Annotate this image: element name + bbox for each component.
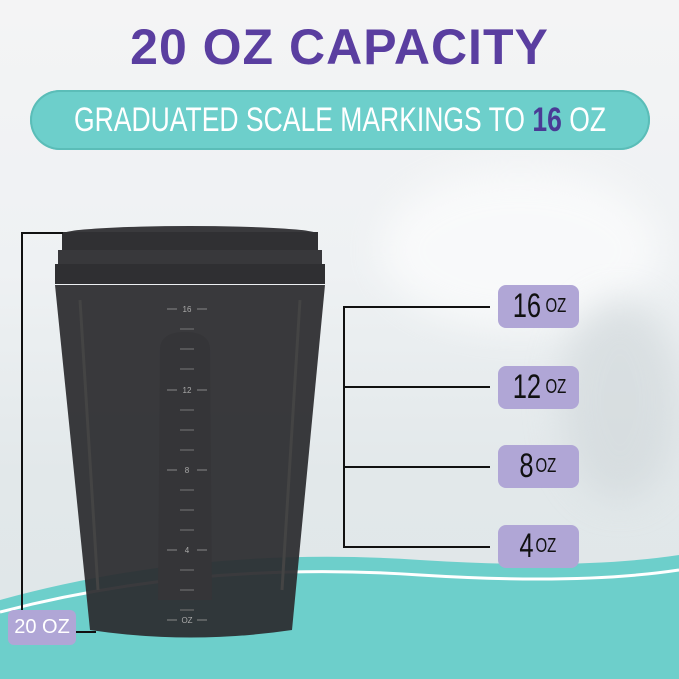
scale-label-16oz: 16 OZ (498, 285, 579, 328)
scale-unit: OZ (535, 535, 557, 557)
background-blur (560, 300, 679, 500)
cup-mark-label: 16 (183, 305, 192, 314)
cup-mark-label: 4 (185, 546, 190, 555)
cup-mark-label: OZ (181, 616, 192, 625)
subheadline-banner: GRADUATED SCALE MARKINGS TO 16 OZ (30, 90, 650, 150)
scale-value: 16 (512, 287, 541, 325)
scale-unit: OZ (544, 295, 566, 317)
capacity-label: 20 OZ (8, 610, 76, 645)
subheadline-text: GRADUATED SCALE MARKINGS TO (73, 100, 533, 139)
scale-value: 4 (519, 527, 534, 565)
subheadline-highlight: 16 (532, 100, 562, 139)
scale-unit: OZ (544, 376, 566, 398)
cup-mark-label: 8 (185, 466, 190, 475)
scale-value: 8 (519, 447, 534, 485)
headline: 20 OZ CAPACITY (130, 19, 549, 75)
scale-unit: OZ (535, 455, 557, 477)
cup-scale-marks: 16 12 8 4 OZ (167, 305, 207, 625)
scale-label-4oz: 4 OZ (498, 525, 579, 568)
scale-value: 12 (512, 368, 541, 406)
scale-label-8oz: 8 OZ (498, 445, 579, 488)
scale-label-12oz: 12 OZ (498, 366, 579, 409)
cup (55, 226, 325, 638)
subheadline-unit: OZ (561, 100, 607, 139)
cup-mark-label: 12 (183, 386, 192, 395)
